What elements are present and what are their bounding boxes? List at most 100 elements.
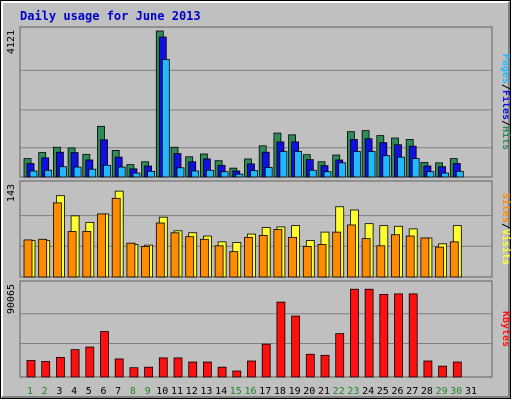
x-tick-label: 22 (333, 386, 345, 397)
x-tick-label: 15 (230, 386, 242, 397)
chart-title: Daily usage for June 2013 (20, 9, 201, 23)
bar-kbytes-day-22 (335, 333, 345, 378)
bar-kbytes-day-27 (408, 293, 418, 378)
x-tick-label: 31 (465, 386, 477, 397)
bar-pages-day-10 (161, 58, 170, 178)
x-tick-label: 23 (347, 386, 359, 397)
x-tick-label: 8 (130, 386, 136, 397)
bar-sites-day-2 (38, 238, 48, 278)
bar-kbytes-day-12 (188, 361, 198, 378)
x-tick-label: 6 (100, 386, 106, 397)
bar-kbytes-day-14 (217, 366, 227, 378)
y-max-label-visits: 143 (6, 184, 17, 202)
bar-sites-day-14 (214, 245, 224, 278)
bar-sites-day-10 (155, 222, 165, 278)
bar-pages-day-15 (235, 173, 244, 178)
panel-background (19, 26, 493, 178)
legend-entry: Pages (500, 54, 511, 84)
bar-pages-day-1 (29, 170, 38, 178)
x-tick-label: 16 (244, 386, 256, 397)
x-tick-label: 1 (27, 386, 33, 397)
bar-kbytes-day-6 (100, 331, 109, 378)
bar-kbytes-day-18 (276, 301, 286, 378)
bar-kbytes-day-30 (452, 361, 462, 378)
bar-pages-day-6 (103, 164, 111, 178)
x-tick-label: 28 (421, 386, 433, 397)
bar-sites-day-15 (229, 251, 239, 278)
bar-kbytes-day-11 (173, 357, 183, 378)
bar-kbytes-day-7 (114, 358, 124, 378)
bar-kbytes-day-8 (129, 367, 139, 378)
x-tick-label: 10 (156, 386, 168, 397)
bar-kbytes-day-21 (320, 354, 330, 378)
bar-pages-day-3 (59, 166, 67, 178)
bar-pages-day-7 (117, 166, 126, 178)
bar-kbytes-day-29 (438, 365, 448, 378)
bar-pages-day-18 (279, 151, 288, 178)
legend-entry: / (500, 84, 511, 90)
bar-kbytes-day-1 (26, 360, 36, 378)
bar-sites-day-9 (141, 246, 151, 278)
x-tick-label: 17 (259, 386, 271, 397)
x-tick-label: 20 (303, 386, 315, 397)
legend-entry: Files (500, 90, 512, 120)
bar-kbytes-day-28 (423, 360, 433, 378)
bar-pages-day-24 (367, 151, 376, 178)
x-tick-label: 4 (71, 386, 77, 397)
bar-kbytes-day-2 (41, 361, 51, 378)
legend-text: KBytes (500, 311, 511, 347)
bar-kbytes-day-17 (261, 343, 271, 378)
bar-sites-day-30 (449, 241, 459, 278)
bar-pages-day-22 (338, 162, 347, 178)
x-tick-label: 3 (56, 386, 62, 397)
bar-sites-day-6 (97, 213, 106, 278)
bar-kbytes-day-26 (394, 293, 403, 378)
legend-text: Sites/Visits (500, 193, 512, 265)
x-tick-label: 7 (115, 386, 121, 397)
x-tick-label: 30 (450, 386, 462, 397)
bar-pages-day-25 (382, 155, 391, 178)
legend-entry: Visits (500, 229, 512, 265)
bar-kbytes-day-13 (202, 361, 212, 378)
legend-entry: KBytes (500, 311, 511, 347)
x-tick-label: 24 (362, 386, 374, 397)
legend-kbytes: KBytes (500, 311, 511, 347)
bar-sites-day-26 (391, 234, 400, 278)
bar-sites-day-24 (361, 238, 371, 278)
bar-sites-day-29 (435, 246, 445, 278)
bar-pages-day-23 (352, 151, 361, 178)
x-axis-labels: 1 2 3 4 5 6 7 8 9 10 11 12 13 14 15 16 17 18 19 20 21 22 23 24 2… (27, 386, 477, 397)
bar-sites-day-18 (273, 229, 283, 278)
bar-pages-day-28 (426, 171, 435, 178)
legend-entry: Hits (500, 126, 512, 150)
legend-hits-files-pages: Pages/Files/Hits (500, 54, 512, 150)
x-tick-label: 2 (42, 386, 48, 397)
bars-layer (23, 30, 464, 378)
x-tick-label: 12 (186, 386, 198, 397)
bar-pages-day-27 (411, 158, 420, 178)
bar-pages-day-8 (132, 172, 141, 178)
x-tick-label: 29 (436, 386, 448, 397)
panel-hits-files-pages (19, 26, 493, 178)
bar-pages-day-21 (323, 171, 332, 178)
legend-visits-sites: Sites/Visits (500, 193, 512, 265)
bar-sites-day-3 (53, 202, 62, 278)
x-tick-label: 5 (86, 386, 92, 397)
bar-sites-day-20 (302, 246, 312, 278)
bar-pages-day-26 (397, 156, 405, 178)
bar-sites-day-11 (170, 232, 180, 278)
bar-kbytes-day-19 (291, 315, 301, 378)
bar-sites-day-27 (405, 235, 415, 278)
x-tick-label: 25 (377, 386, 389, 397)
x-tick-label: 13 (200, 386, 212, 397)
x-tick-label: 21 (318, 386, 330, 397)
bar-pages-day-16 (250, 170, 258, 178)
x-tick-label: 11 (171, 386, 183, 397)
bar-kbytes-day-24 (364, 288, 374, 378)
bar-sites-day-5 (82, 231, 92, 278)
legend-text: Pages/Files/Hits (500, 54, 512, 150)
x-tick-label: 9 (145, 386, 151, 397)
